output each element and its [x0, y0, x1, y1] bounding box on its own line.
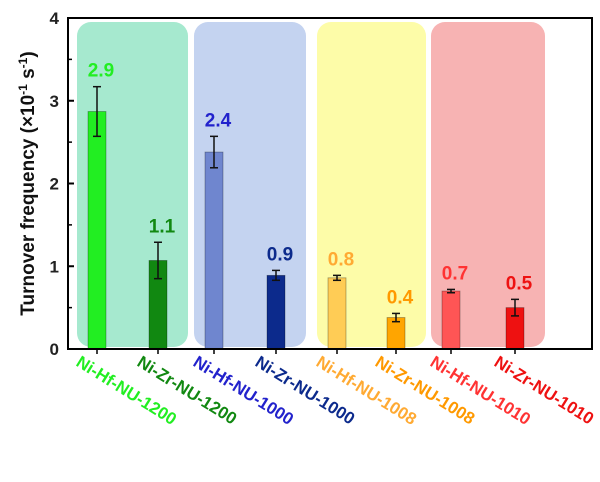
error-bar-ni-hf-nu-1000 — [210, 135, 218, 169]
data-label-ni-zr-nu-1200: 1.1 — [149, 216, 176, 237]
error-bars — [93, 85, 519, 323]
bar-ni-zr-nu-1000 — [266, 274, 286, 350]
category-labels: Ni-Hf-NU-1200Ni-Zr-NU-1200Ni-Hf-NU-1000N… — [73, 352, 597, 429]
category-label-ni-zr-nu-1200: Ni-Zr-NU-1200 — [134, 352, 240, 428]
bar-ni-hf-nu-1200 — [87, 111, 107, 350]
y-axis-ticks: 0 1 2 3 4 — [50, 9, 74, 359]
y-tick-label-1: 1 — [50, 257, 59, 276]
y-tick-label-0: 0 — [50, 340, 59, 359]
data-label-ni-zr-nu-1008: 0.4 — [387, 287, 414, 308]
error-bar-ni-zr-nu-1000 — [272, 269, 280, 282]
error-bar-ni-hf-nu-1008 — [333, 274, 341, 282]
category-label-ni-hf-nu-1008: Ni-Hf-NU-1008 — [313, 352, 420, 429]
error-bar-ni-zr-nu-1008 — [392, 312, 400, 323]
error-bar-ni-zr-nu-1200 — [154, 241, 162, 280]
group-background-3 — [317, 22, 426, 347]
y-tick-label-2: 2 — [50, 175, 59, 194]
y-axis-label: Turnover frequency (×10-1 s-1) — [16, 51, 39, 315]
data-label-ni-hf-nu-1200: 2.9 — [88, 61, 114, 82]
data-label-ni-hf-nu-1000: 2.4 — [205, 110, 232, 131]
y-tick-label-4: 4 — [50, 9, 60, 28]
bar-ni-hf-nu-1010 — [441, 290, 461, 350]
error-bar-ni-hf-nu-1010 — [447, 288, 455, 294]
data-labels: 2.9 1.1 2.4 0.9 0.8 0.4 0.7 0.5 — [88, 61, 533, 309]
data-label-ni-zr-nu-1000: 0.9 — [267, 244, 293, 265]
data-label-ni-zr-nu-1010: 0.5 — [506, 273, 533, 294]
error-bar-ni-hf-nu-1200 — [93, 85, 101, 138]
bar-ni-hf-nu-1000 — [204, 151, 224, 350]
group-background-4 — [431, 22, 545, 347]
data-label-ni-hf-nu-1010: 0.7 — [442, 263, 468, 284]
data-label-ni-hf-nu-1008: 0.8 — [328, 249, 354, 270]
error-bar-ni-zr-nu-1010 — [511, 298, 519, 317]
x-axis-ticks — [96, 349, 516, 354]
group-backgrounds — [77, 22, 545, 347]
bar-ni-hf-nu-1008 — [327, 277, 347, 350]
y-tick-label-3: 3 — [50, 92, 59, 111]
